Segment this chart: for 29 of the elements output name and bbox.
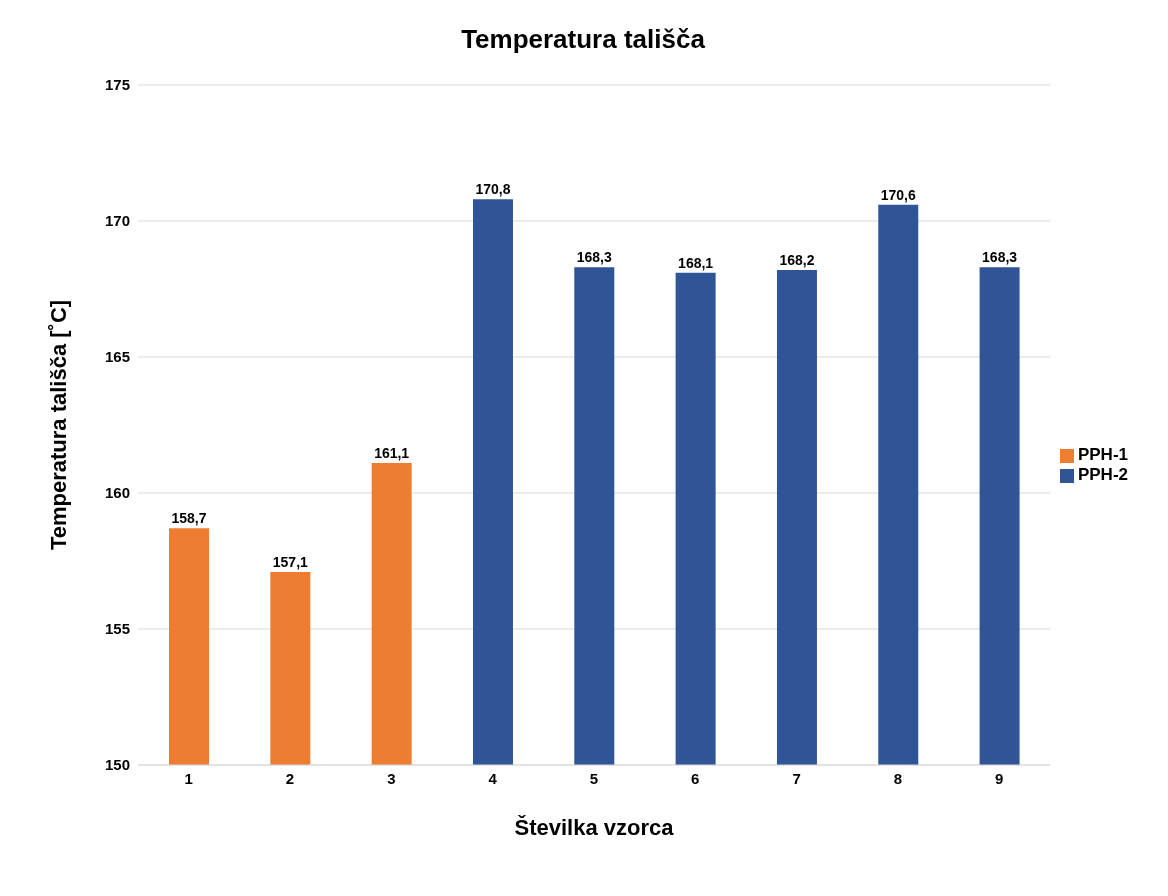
- data-label: 168,1: [678, 254, 714, 271]
- x-axis-title: Številka vzorca: [514, 815, 675, 840]
- y-axis-title: Temperatura tališča [˚C]: [45, 299, 71, 551]
- data-label: 168,3: [982, 249, 1018, 266]
- data-label: 170,6: [880, 186, 916, 203]
- y-tick-label: 155: [104, 620, 130, 638]
- data-label: 168,3: [576, 249, 613, 266]
- data-label: 161,1: [374, 445, 410, 462]
- legend-label: PPH-2: [1077, 465, 1128, 484]
- chart-title: Temperatura tališča: [460, 23, 706, 55]
- data-label: 157,1: [272, 553, 309, 570]
- x-tick-label: 5: [589, 769, 599, 787]
- x-tick-label: 3: [387, 769, 396, 787]
- legend-label: PPH-1: [1077, 445, 1128, 464]
- x-tick-label: 4: [488, 769, 498, 787]
- data-label: 170,8: [475, 181, 511, 198]
- x-tick-label: 8: [893, 769, 903, 787]
- x-tick-label: 9: [995, 769, 1004, 787]
- x-tick-label: 6: [691, 769, 700, 787]
- y-tick-label: 175: [104, 76, 130, 94]
- y-tick-label: 150: [104, 756, 130, 774]
- y-tick-label: 165: [104, 348, 130, 366]
- x-tick-label: 1: [184, 769, 193, 787]
- data-label: 168,2: [779, 251, 815, 268]
- y-tick-label: 160: [104, 484, 130, 502]
- data-label: 158,7: [171, 510, 207, 527]
- y-tick-label: 170: [104, 212, 130, 230]
- x-tick-label: 2: [285, 769, 295, 787]
- x-tick-label: 7: [792, 769, 801, 787]
